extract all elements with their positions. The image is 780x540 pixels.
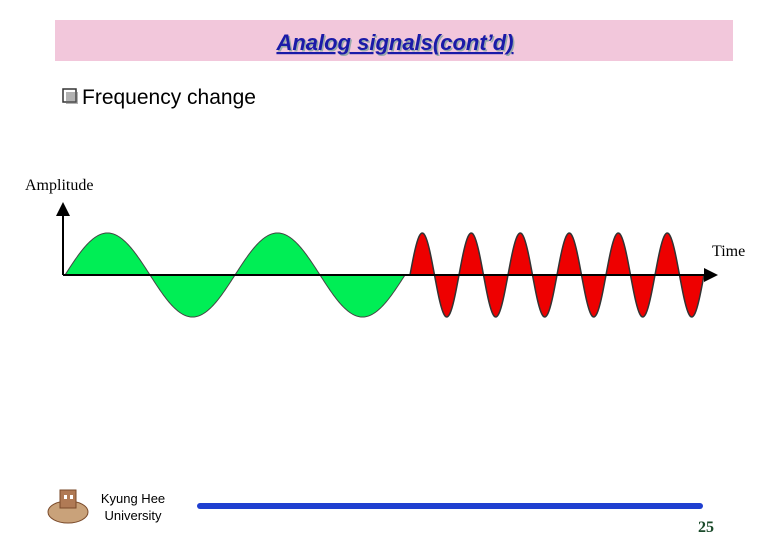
title-bar bbox=[55, 20, 733, 61]
y-axis-label: Amplitude bbox=[25, 177, 93, 194]
title: Analog signals(cont’d) bbox=[275, 30, 513, 55]
bullet-icon bbox=[62, 88, 78, 104]
institution-line: Kyung Hee bbox=[101, 491, 165, 506]
institution-line: University bbox=[104, 508, 162, 523]
y-axis-arrow bbox=[56, 202, 70, 216]
page-number: 25 bbox=[698, 519, 714, 536]
x-axis-arrow bbox=[704, 268, 718, 282]
bullet-text: Frequency change bbox=[82, 86, 256, 109]
university-logo bbox=[47, 489, 89, 524]
x-axis-label: Time bbox=[712, 243, 745, 260]
title-shadow: Analog signals(cont’d) bbox=[277, 32, 515, 57]
